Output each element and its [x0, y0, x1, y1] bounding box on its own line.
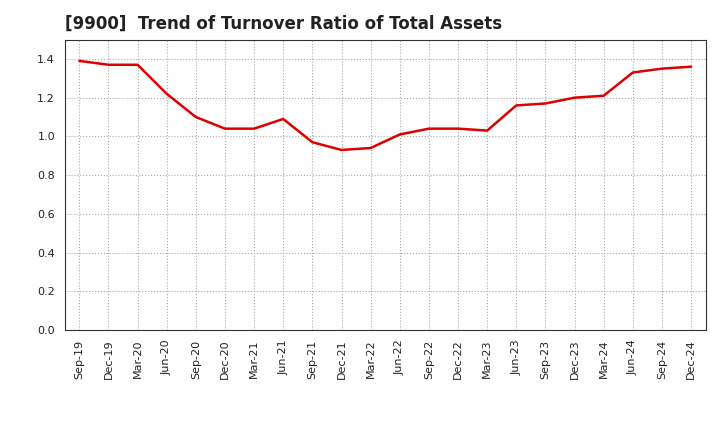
Text: [9900]  Trend of Turnover Ratio of Total Assets: [9900] Trend of Turnover Ratio of Total …: [65, 15, 502, 33]
